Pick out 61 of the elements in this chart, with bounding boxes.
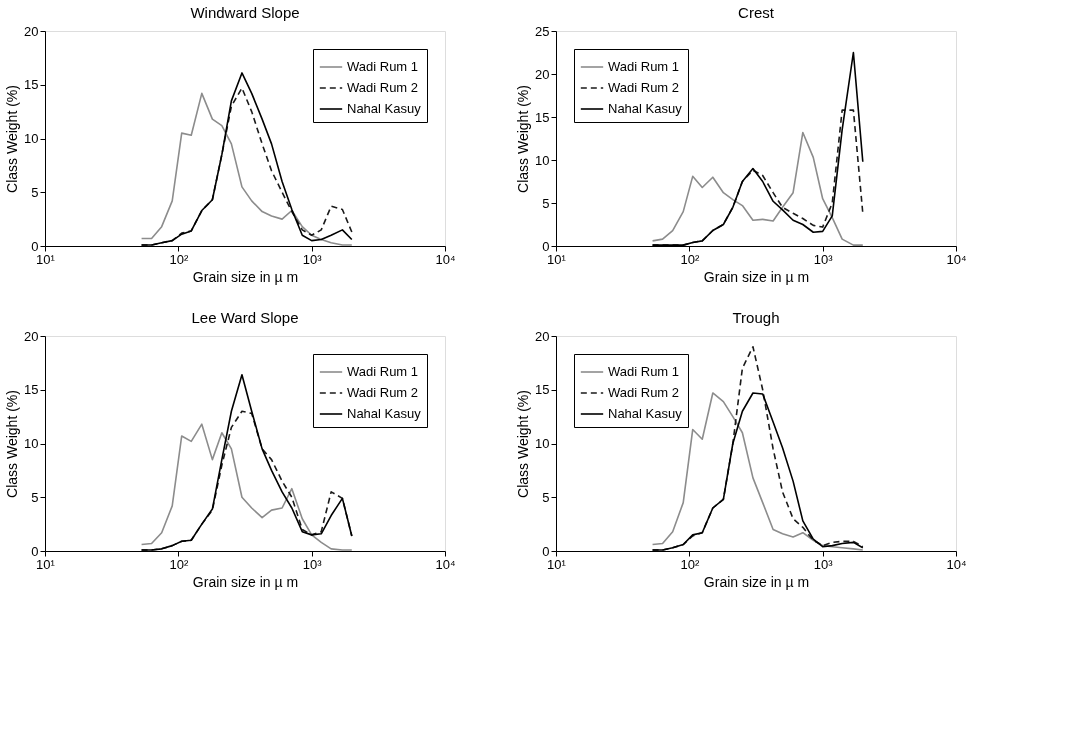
x-tick-label: 10¹ xyxy=(36,556,56,572)
y-tick-label: 0 xyxy=(542,543,550,559)
x-tick-label: 10¹ xyxy=(547,556,567,572)
y-tick-label: 0 xyxy=(542,238,550,254)
x-tick-label: 10² xyxy=(680,251,700,267)
x-tick-label: 10¹ xyxy=(36,251,56,267)
chart-title: Windward Slope xyxy=(190,4,300,21)
legend-label: Wadi Rum 1 xyxy=(608,59,680,74)
x-tick-label: 10³ xyxy=(813,251,834,267)
y-axis-title: Class Weight (%) xyxy=(4,390,21,498)
x-tick-label: 10³ xyxy=(302,251,323,267)
y-tick-label: 15 xyxy=(535,109,550,125)
legend-label: Wadi Rum 1 xyxy=(347,59,419,74)
y-tick-label: 0 xyxy=(31,238,39,254)
y-tick-label: 10 xyxy=(24,436,39,451)
y-tick-label: 20 xyxy=(535,66,550,82)
chart-title: Crest xyxy=(738,4,775,21)
legend-label: Wadi Rum 2 xyxy=(608,80,680,95)
x-tick-label: 10² xyxy=(169,556,189,572)
y-tick-label: 20 xyxy=(24,23,39,39)
y-tick-label: 20 xyxy=(24,328,39,344)
legend-label: Wadi Rum 2 xyxy=(347,385,419,400)
y-tick-label: 25 xyxy=(535,23,550,39)
x-tick-label: 10² xyxy=(680,556,700,572)
chart-title: Trough xyxy=(732,309,780,326)
legend-label: Nahal Kasuy xyxy=(608,101,683,116)
y-tick-label: 0 xyxy=(31,543,39,559)
x-axis-title: Grain size in µ m xyxy=(192,573,299,590)
y-tick-label: 5 xyxy=(542,195,550,211)
y-tick-label: 10 xyxy=(535,436,550,451)
x-tick-label: 10⁴ xyxy=(435,251,456,267)
legend-label: Nahal Kasuy xyxy=(608,406,683,421)
y-axis-title: Class Weight (%) xyxy=(4,85,21,193)
chart-title: Lee Ward Slope xyxy=(191,309,299,326)
x-tick-label: 10² xyxy=(169,251,189,267)
y-tick-label: 5 xyxy=(31,184,39,200)
y-tick-label: 10 xyxy=(24,131,39,146)
x-tick-label: 10¹ xyxy=(547,251,567,267)
y-tick-label: 5 xyxy=(31,489,39,505)
y-axis-title: Class Weight (%) xyxy=(515,85,532,193)
y-tick-label: 15 xyxy=(535,382,550,398)
legend-label: Wadi Rum 2 xyxy=(608,385,680,400)
x-tick-label: 10⁴ xyxy=(946,556,967,572)
y-axis-title: Class Weight (%) xyxy=(515,390,532,498)
x-tick-label: 10³ xyxy=(302,556,323,572)
x-axis-title: Grain size in µ m xyxy=(192,268,299,285)
y-tick-label: 15 xyxy=(24,382,39,398)
legend-label: Wadi Rum 2 xyxy=(347,80,419,95)
legend-label: Nahal Kasuy xyxy=(347,101,422,116)
y-tick-label: 5 xyxy=(542,489,550,505)
legend-label: Wadi Rum 1 xyxy=(347,364,419,379)
x-tick-label: 10⁴ xyxy=(435,556,456,572)
x-axis-title: Grain size in µ m xyxy=(703,573,810,590)
x-axis-title: Grain size in µ m xyxy=(703,268,810,285)
x-tick-label: 10⁴ xyxy=(946,251,967,267)
x-tick-label: 10³ xyxy=(813,556,834,572)
legend-label: Wadi Rum 1 xyxy=(608,364,680,379)
y-tick-label: 10 xyxy=(535,152,550,168)
y-tick-label: 15 xyxy=(24,77,39,93)
legend-label: Nahal Kasuy xyxy=(347,406,422,421)
y-tick-label: 20 xyxy=(535,328,550,344)
